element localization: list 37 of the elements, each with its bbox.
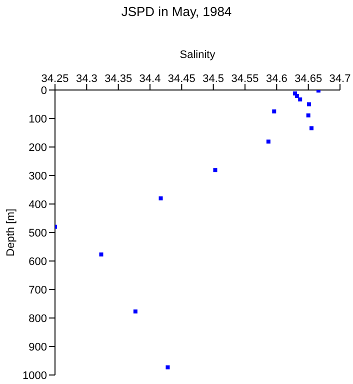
x-axis-title: Salinity bbox=[180, 48, 216, 61]
x-tick-label: 34.25 bbox=[41, 73, 69, 85]
x-tick-label: 34.55 bbox=[231, 73, 259, 85]
point bbox=[266, 140, 270, 144]
point bbox=[316, 90, 320, 93]
y-tick-label: 0 bbox=[40, 84, 47, 97]
chart-title: JSPD in May, 1984 bbox=[120, 4, 233, 19]
point bbox=[306, 113, 310, 118]
y-tick-label: 600 bbox=[28, 256, 47, 268]
point bbox=[213, 168, 218, 172]
x-tick-label: 34.3 bbox=[76, 73, 98, 85]
point bbox=[99, 252, 104, 256]
y-tick-label: 500 bbox=[28, 227, 47, 240]
x-tick-label: 34.4 bbox=[139, 73, 161, 85]
point bbox=[310, 126, 314, 130]
y-tick-label: 800 bbox=[28, 312, 47, 325]
point bbox=[158, 196, 163, 200]
x-tick-label: 34.65 bbox=[294, 73, 322, 85]
y-tick-label: 300 bbox=[28, 170, 47, 182]
x-tick-label: 34.45 bbox=[168, 73, 196, 85]
point bbox=[166, 365, 170, 370]
y-tick-label: 1000 bbox=[22, 370, 47, 382]
point bbox=[298, 97, 302, 102]
x-tick-label: 34.6 bbox=[266, 73, 288, 85]
point bbox=[294, 94, 299, 98]
y-tick-label: 700 bbox=[28, 284, 47, 296]
point bbox=[272, 109, 276, 114]
y-tick-label: 100 bbox=[28, 113, 47, 126]
point bbox=[133, 309, 138, 314]
y-tick-label: 400 bbox=[28, 198, 47, 211]
y-axis-title: Depth [m] bbox=[4, 208, 17, 256]
x-tick-label: 34.35 bbox=[104, 73, 132, 85]
y-tick-label: 200 bbox=[28, 142, 47, 154]
y-tick-label: 900 bbox=[28, 341, 47, 354]
x-tick-label: 34.7 bbox=[329, 73, 351, 85]
x-tick-label: 34.5 bbox=[202, 73, 224, 85]
point bbox=[306, 102, 311, 106]
